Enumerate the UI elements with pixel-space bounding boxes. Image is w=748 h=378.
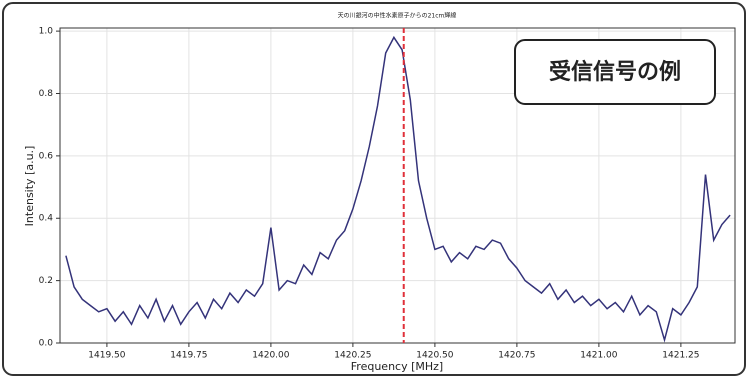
x-tick-label: 1419.50 — [88, 351, 125, 361]
y-axis-label: Intensity [a.u.] — [23, 146, 36, 227]
y-tick-label: 0.2 — [39, 276, 53, 286]
x-tick-label: 1420.50 — [416, 351, 453, 361]
plot-area — [59, 27, 736, 344]
x-axis-label: Frequency [MHz] — [351, 360, 443, 373]
x-tick-label: 1421.00 — [580, 351, 617, 361]
annotation: 受信信号の例 — [549, 59, 681, 85]
annotation-box — [514, 39, 716, 105]
x-tick-label: 1421.25 — [662, 351, 699, 361]
x-tick-label: 1420.00 — [252, 351, 289, 361]
y-tick-label: 0.0 — [39, 339, 54, 349]
x-tick-label: 1420.75 — [498, 351, 535, 361]
y-tick-label: 0.4 — [39, 214, 54, 224]
y-tick-label: 0.8 — [39, 89, 54, 99]
data-line — [65, 35, 731, 343]
chart-title: 天の川銀河の中性水素原子からの21cm輝線 — [338, 12, 457, 20]
y-tick-label: 1.0 — [39, 27, 54, 37]
x-tick-label: 1420.25 — [334, 351, 371, 361]
x-tick-label: 1419.75 — [170, 351, 207, 361]
y-tick-label: 0.6 — [39, 151, 54, 161]
